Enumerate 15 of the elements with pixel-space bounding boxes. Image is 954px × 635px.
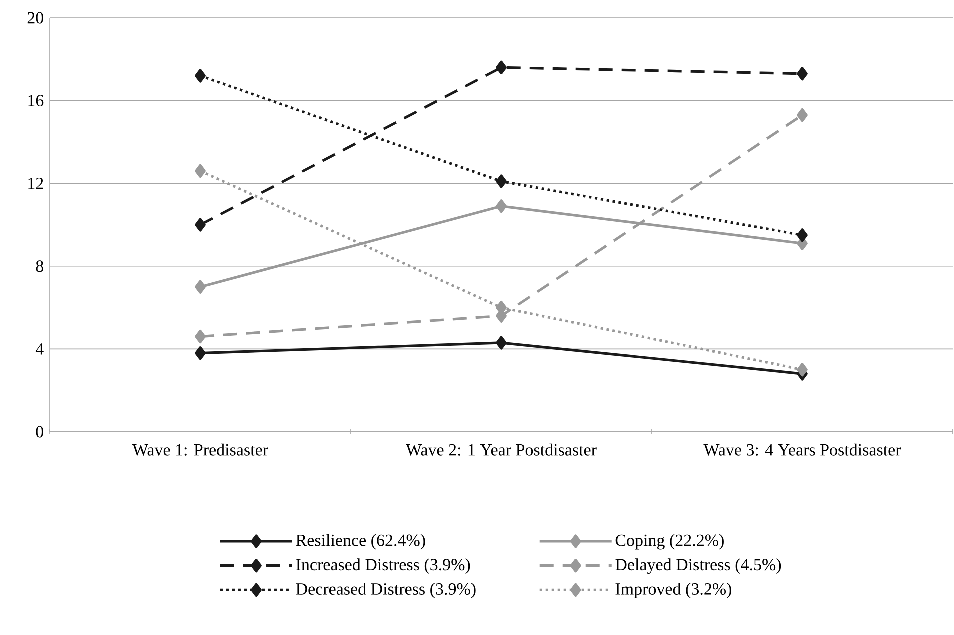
y-tick-label: 20 [28,12,44,24]
legend-label: Decreased Distress (3.9%) [296,583,476,598]
legend-label: Delayed Distress (4.5%) [616,558,782,574]
legend-label: Improved (3.2%) [616,583,732,598]
y-tick-label: 8 [36,260,44,272]
x-tick-label: Wave 3: 4 Years Postdisaster [704,444,902,456]
legend-label: Coping (22.2%) [616,534,724,550]
y-tick-label: 12 [28,178,44,190]
y-tick-label: 16 [28,95,44,107]
legend-label: Resilience (62.4%) [296,534,426,550]
y-tick-label: 0 [36,426,44,438]
legend-label: Increased Distress (3.9%) [296,558,470,574]
x-tick-label: Wave 1: Predisaster [132,444,268,456]
y-tick-label: 4 [36,344,44,355]
x-tick-label: Wave 2: 1 Year Postdisaster [406,444,597,456]
